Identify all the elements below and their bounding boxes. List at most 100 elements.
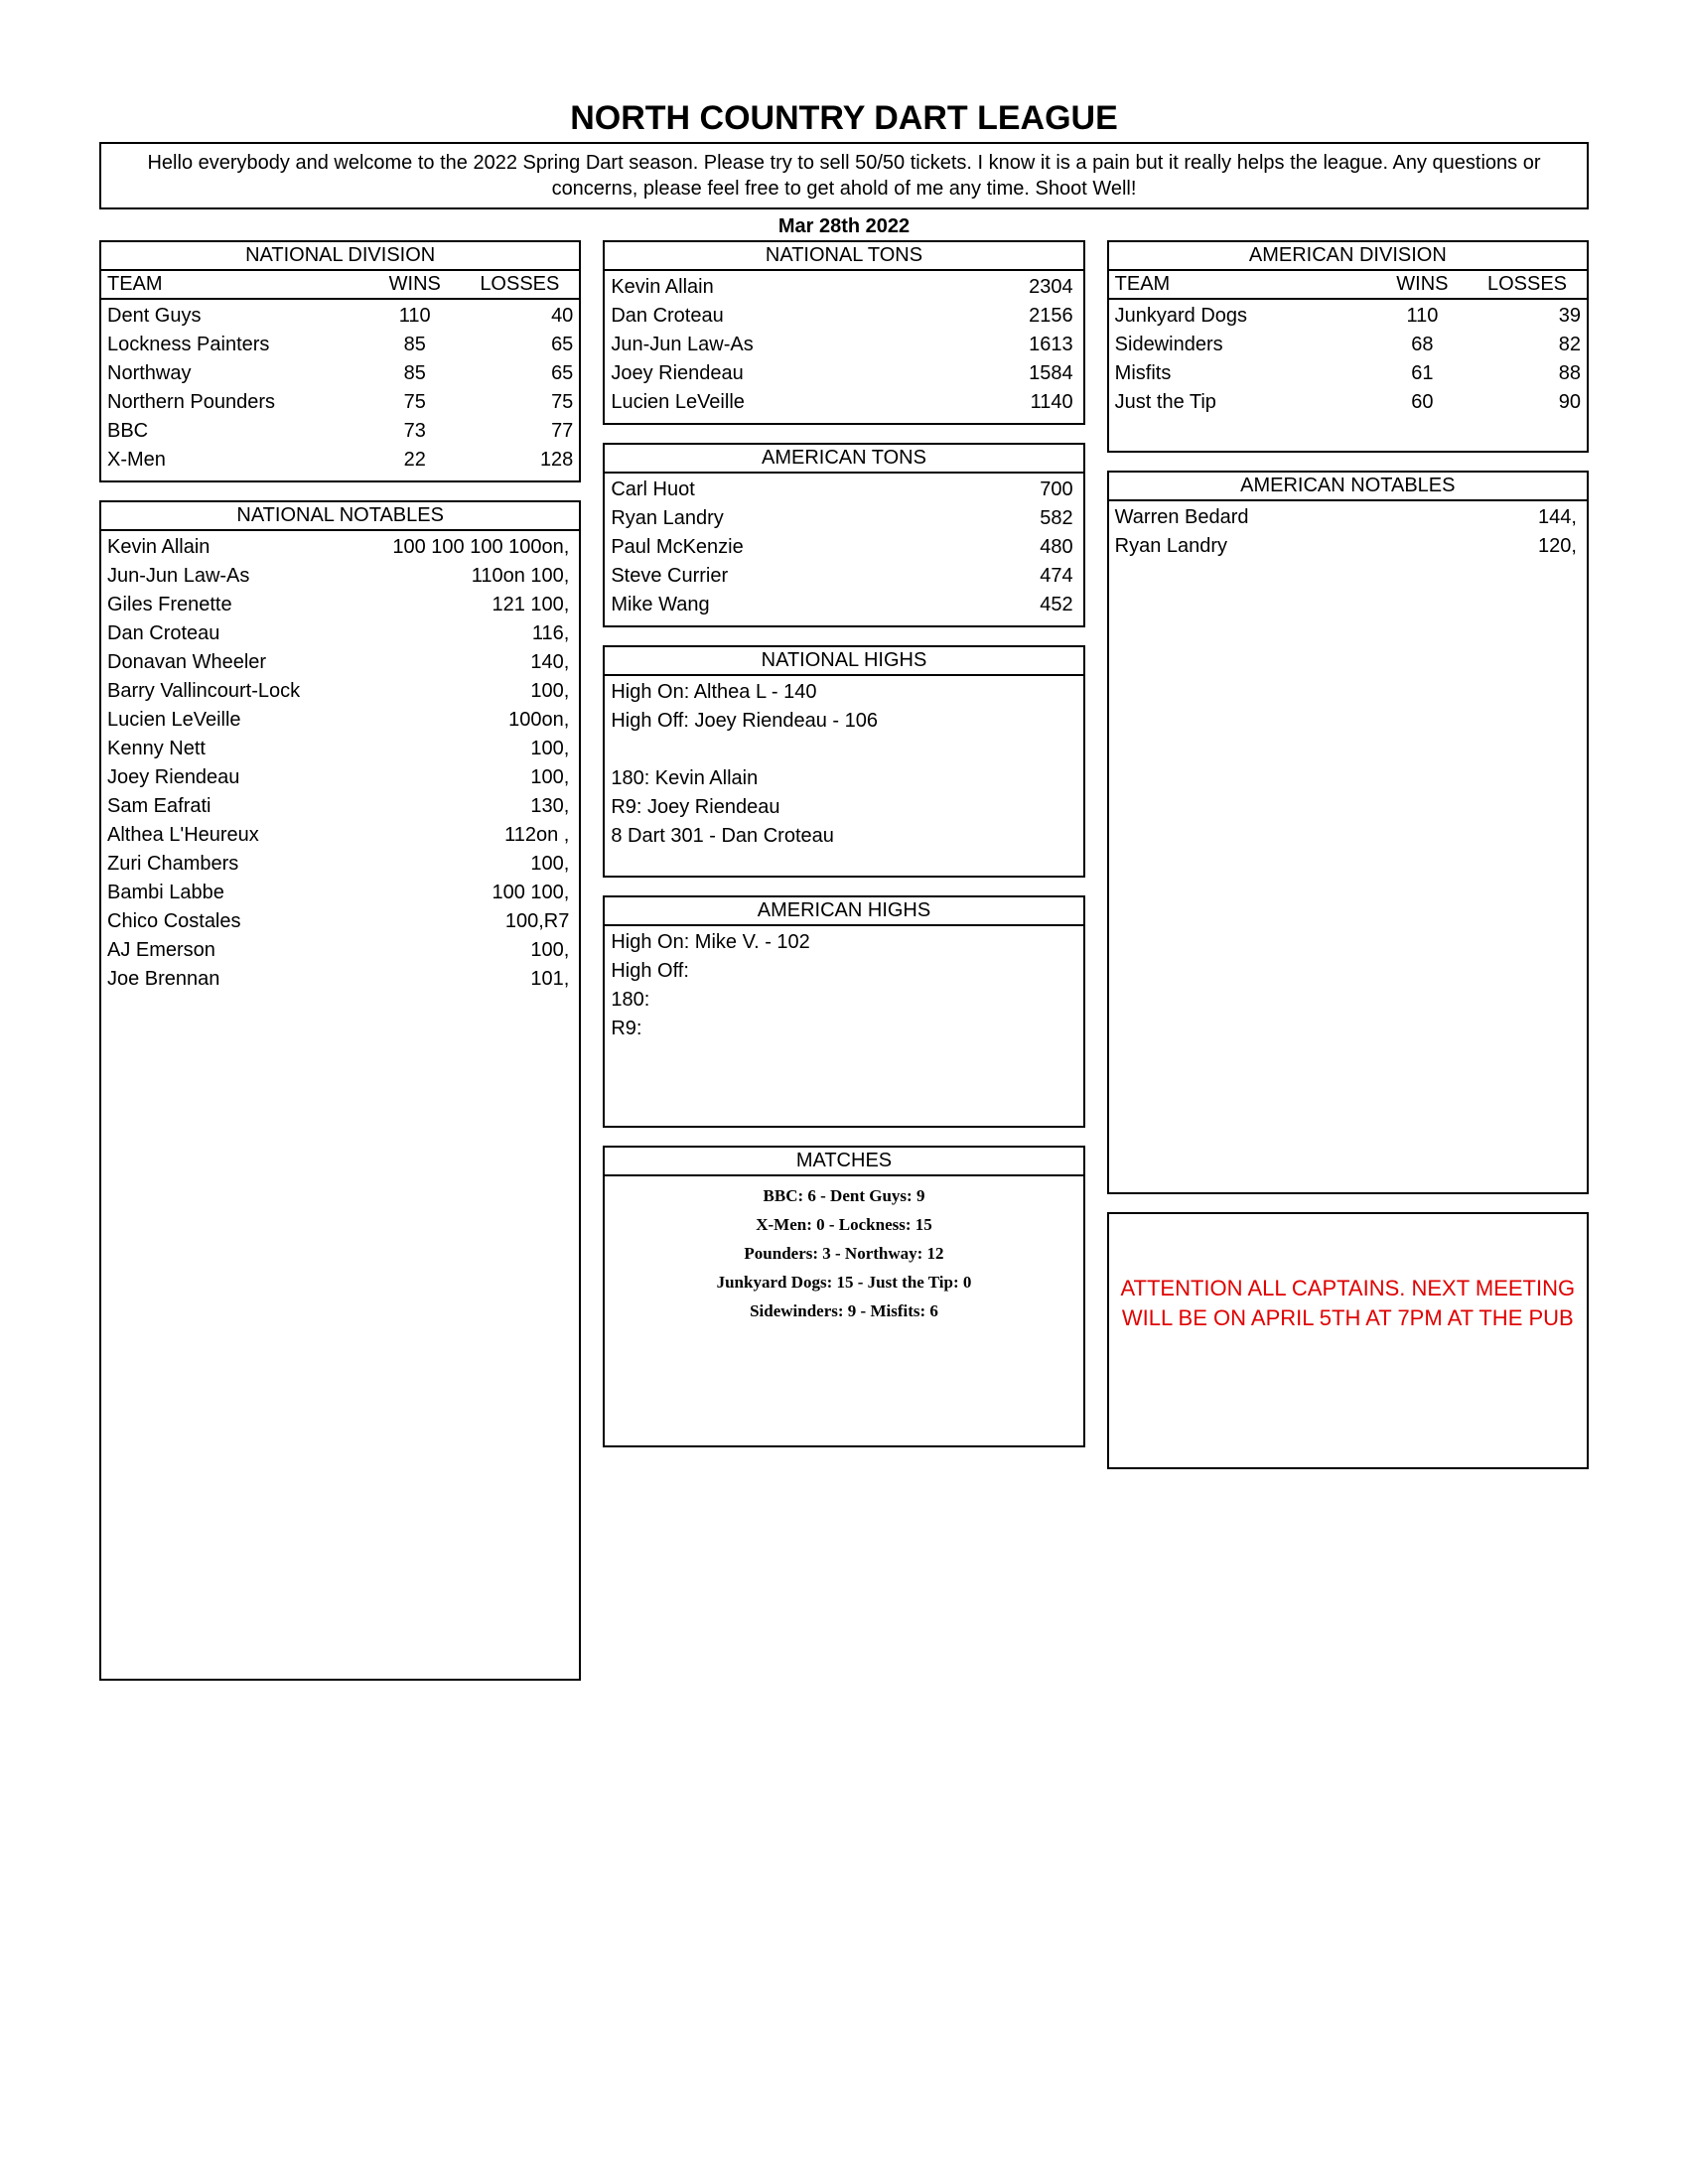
- table-row: Kenny Nett100,: [107, 735, 573, 763]
- player-name: Warren Bedard: [1115, 503, 1371, 532]
- list-item: R9:: [611, 1015, 1076, 1043]
- table-row: Bambi Labbe100 100,: [107, 879, 573, 907]
- table-row: Barry Vallincourt-Lock100,: [107, 677, 573, 706]
- tons-value: 1140: [994, 388, 1077, 417]
- notable-value: 100 100 100 100on,: [363, 533, 573, 562]
- american-highs-box: AMERICAN HIGHS High On: Mike V. - 102Hig…: [603, 895, 1084, 1128]
- player-name: Donavan Wheeler: [107, 648, 363, 677]
- table-row: Misfits6188: [1115, 359, 1581, 388]
- tons-value: 452: [994, 591, 1077, 619]
- table-row: Sam Eafrati130,: [107, 792, 573, 821]
- table-row: Dent Guys11040: [107, 302, 573, 331]
- intro-box: Hello everybody and welcome to the 2022 …: [99, 142, 1589, 209]
- team-name: Misfits: [1115, 359, 1371, 388]
- tons-value: 582: [994, 504, 1077, 533]
- losses-value: 39: [1474, 302, 1589, 331]
- notable-value: 101,: [363, 965, 573, 994]
- list-item: R9: Joey Riendeau: [611, 793, 1076, 822]
- player-name: Mike Wang: [611, 591, 993, 619]
- table-row: Sidewinders6882: [1115, 331, 1581, 359]
- table-row: Jun-Jun Law-As1613: [611, 331, 1076, 359]
- american-highs-header: AMERICAN HIGHS: [605, 897, 1082, 926]
- player-name: Ryan Landry: [1115, 532, 1371, 561]
- matches-box: MATCHES BBC: 6 - Dent Guys: 9X-Men: 0 - …: [603, 1146, 1084, 1447]
- player-name: Kevin Allain: [611, 273, 993, 302]
- wins-value: 68: [1371, 331, 1474, 359]
- player-name: Paul McKenzie: [611, 533, 993, 562]
- wins-value: 73: [363, 417, 466, 446]
- table-row: Zuri Chambers100,: [107, 850, 573, 879]
- matches-header: MATCHES: [605, 1148, 1082, 1176]
- col-team: TEAM: [1115, 273, 1371, 296]
- player-name: Joey Riendeau: [611, 359, 993, 388]
- player-name: Barry Vallincourt-Lock: [107, 677, 363, 706]
- player-name: Jun-Jun Law-As: [611, 331, 993, 359]
- national-highs-box: NATIONAL HIGHS High On: Althea L - 140Hi…: [603, 645, 1084, 878]
- table-row: Althea L'Heureux112on ,: [107, 821, 573, 850]
- list-item: X-Men: 0 - Lockness: 15: [611, 1211, 1076, 1240]
- table-row: X-Men22128: [107, 446, 573, 475]
- team-name: Northern Pounders: [107, 388, 363, 417]
- player-name: Althea L'Heureux: [107, 821, 363, 850]
- col-losses: LOSSES: [466, 273, 573, 296]
- player-name: Bambi Labbe: [107, 879, 363, 907]
- table-row: Giles Frenette121 100,: [107, 591, 573, 619]
- table-row: Northern Pounders7575: [107, 388, 573, 417]
- wins-value: 60: [1371, 388, 1474, 417]
- losses-value: 128: [466, 446, 581, 475]
- list-item: 180:: [611, 986, 1076, 1015]
- american-division-header: AMERICAN DIVISION: [1109, 242, 1587, 271]
- national-notables-box: NATIONAL NOTABLES Kevin Allain100 100 10…: [99, 500, 581, 1681]
- table-row: Junkyard Dogs11039: [1115, 302, 1581, 331]
- player-name: Dan Croteau: [611, 302, 993, 331]
- col-wins: WINS: [363, 273, 466, 296]
- notable-value: 100,R7: [363, 907, 573, 936]
- notable-value: 130,: [363, 792, 573, 821]
- tons-value: 1613: [994, 331, 1077, 359]
- notable-value: 100,: [363, 936, 573, 965]
- notable-value: 100on,: [363, 706, 573, 735]
- col-losses: LOSSES: [1474, 273, 1581, 296]
- player-name: Sam Eafrati: [107, 792, 363, 821]
- table-row: Mike Wang452: [611, 591, 1076, 619]
- team-name: Dent Guys: [107, 302, 363, 331]
- american-notables-box: AMERICAN NOTABLES Warren Bedard144,Ryan …: [1107, 471, 1589, 1194]
- list-item: High Off: Joey Riendeau - 106: [611, 707, 1076, 736]
- wins-value: 110: [1371, 302, 1474, 331]
- table-row: Warren Bedard144,: [1115, 503, 1581, 532]
- player-name: Ryan Landry: [611, 504, 993, 533]
- table-row: Paul McKenzie480: [611, 533, 1076, 562]
- standings-header-row: TEAM WINS LOSSES: [1109, 271, 1587, 300]
- player-name: Kenny Nett: [107, 735, 363, 763]
- table-row: Joe Brennan101,: [107, 965, 573, 994]
- table-row: Kevin Allain2304: [611, 273, 1076, 302]
- wins-value: 110: [363, 302, 466, 331]
- wins-value: 61: [1371, 359, 1474, 388]
- wins-value: 85: [363, 331, 466, 359]
- standings-header-row: TEAM WINS LOSSES: [101, 271, 579, 300]
- col-team: TEAM: [107, 273, 363, 296]
- list-item: Pounders: 3 - Northway: 12: [611, 1240, 1076, 1269]
- tons-value: 474: [994, 562, 1077, 591]
- table-row: Just the Tip6090: [1115, 388, 1581, 417]
- player-name: Joey Riendeau: [107, 763, 363, 792]
- player-name: Steve Currier: [611, 562, 993, 591]
- notable-value: 120,: [1371, 532, 1581, 561]
- tons-value: 480: [994, 533, 1077, 562]
- table-row: BBC7377: [107, 417, 573, 446]
- table-row: Lucien LeVeille100on,: [107, 706, 573, 735]
- national-tons-header: NATIONAL TONS: [605, 242, 1082, 271]
- date-label: Mar 28th 2022: [99, 215, 1589, 238]
- wins-value: 75: [363, 388, 466, 417]
- player-name: Carl Huot: [611, 476, 993, 504]
- player-name: Lucien LeVeille: [107, 706, 363, 735]
- team-name: Just the Tip: [1115, 388, 1371, 417]
- american-tons-box: AMERICAN TONS Carl Huot700Ryan Landry582…: [603, 443, 1084, 627]
- table-row: Dan Croteau2156: [611, 302, 1076, 331]
- table-row: Ryan Landry582: [611, 504, 1076, 533]
- losses-value: 82: [1474, 331, 1589, 359]
- american-division-box: AMERICAN DIVISION TEAM WINS LOSSES Junky…: [1107, 240, 1589, 453]
- list-item: High On: Althea L - 140: [611, 678, 1076, 707]
- page-title: NORTH COUNTRY DART LEAGUE: [99, 99, 1589, 138]
- col-wins: WINS: [1371, 273, 1474, 296]
